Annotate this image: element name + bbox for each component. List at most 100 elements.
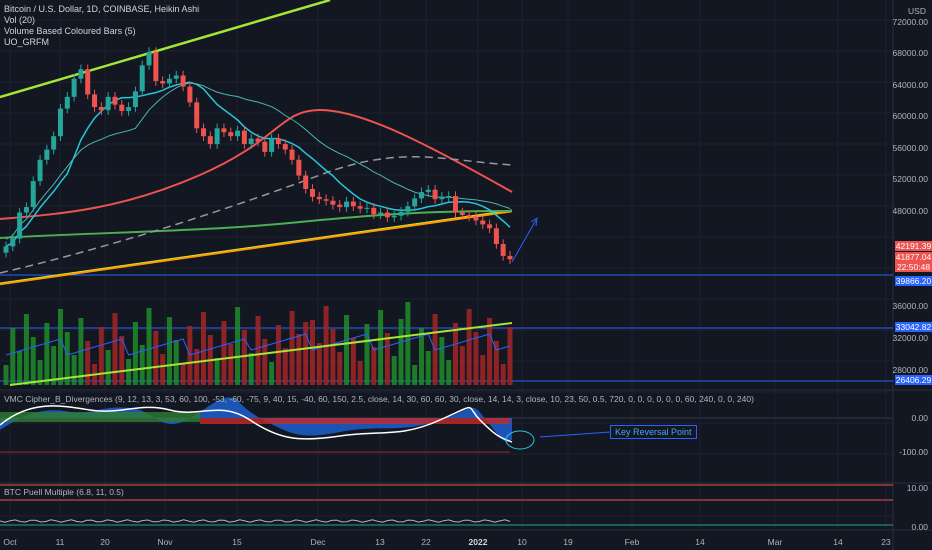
volume-bar	[160, 354, 166, 385]
candle-body	[241, 130, 247, 145]
volume-bar	[30, 337, 36, 385]
volume-bar	[3, 365, 9, 385]
price-tag[interactable]: 22:50:48	[895, 262, 932, 272]
candle-body	[98, 107, 104, 111]
orange-support-line	[0, 209, 513, 286]
candle-body	[146, 51, 152, 66]
volume-bar	[439, 337, 445, 385]
volume-bar	[85, 341, 91, 385]
volume-bar	[446, 360, 452, 385]
candle-body	[309, 188, 315, 197]
price-tick-label: 56000.00	[892, 143, 928, 153]
candle-body	[228, 132, 234, 137]
time-tick-label: Dec	[310, 537, 326, 547]
volume-bar	[57, 309, 63, 385]
price-tick-label: 48000.00	[892, 206, 928, 216]
candle-body	[357, 206, 363, 209]
candle-body	[316, 196, 322, 200]
symbol-title[interactable]: Bitcoin / U.S. Dollar, 1D, COINBASE, Hei…	[4, 4, 200, 14]
key-reversal-annotation[interactable]: Key Reversal Point	[610, 425, 697, 439]
candle-body	[466, 214, 472, 217]
volume-bar	[17, 351, 23, 385]
yellow-support-line	[0, 209, 513, 284]
price-tick-label: 60000.00	[892, 111, 928, 121]
vbcb-legend[interactable]: Volume Based Coloured Bars (5)	[4, 26, 136, 36]
volume-bar	[473, 332, 479, 385]
candle-body	[207, 136, 213, 145]
candle-body	[473, 216, 479, 221]
puell-legend[interactable]: BTC Puell Multiple (6.8, 11, 0.5)	[4, 487, 124, 497]
volume-bar	[480, 355, 486, 385]
price-tag[interactable]: 33042.82	[895, 322, 932, 332]
price-tag[interactable]: 42191.39	[895, 241, 932, 251]
candle-body	[126, 107, 132, 111]
volume-bar	[98, 327, 104, 385]
candle-body	[187, 86, 193, 103]
dashed-ma-line	[0, 156, 513, 274]
candle-body	[85, 69, 91, 95]
upper-channel-line	[0, 0, 331, 99]
volume-bar	[153, 331, 159, 385]
volume-legend[interactable]: Vol (20)	[4, 15, 36, 25]
price-tag[interactable]: 26406.29	[895, 375, 932, 385]
candle-body	[17, 212, 23, 239]
volume-bar	[425, 351, 431, 385]
vmc-wave-line	[0, 405, 513, 443]
puell-tick-label: 0.00	[911, 522, 928, 532]
candle-body	[166, 78, 172, 84]
candle-body	[344, 201, 350, 208]
reversal-highlight-circle	[505, 430, 535, 450]
candle-body	[398, 211, 404, 216]
candle-body	[507, 255, 513, 260]
volume-bar	[330, 329, 336, 385]
candle-body	[173, 75, 179, 79]
volume-bar	[269, 362, 275, 385]
candle-body	[71, 78, 77, 97]
volume-bar	[398, 319, 404, 385]
candle-body	[119, 104, 125, 111]
volume-bar	[262, 339, 268, 385]
candle-body	[275, 138, 281, 145]
volume-bar	[248, 353, 254, 385]
price-tag[interactable]: 41877.04	[895, 252, 932, 262]
candle-body	[269, 138, 275, 152]
price-tick-label: 72000.00	[892, 17, 928, 27]
volume-bar	[453, 323, 459, 385]
candle-body	[487, 224, 493, 229]
volume-bar	[255, 316, 261, 385]
volume-bar	[51, 346, 57, 385]
candle-body	[459, 212, 465, 215]
volume-bar	[364, 324, 370, 385]
volume-bar	[10, 328, 16, 385]
uo-legend[interactable]: UO_GRFM	[4, 37, 49, 47]
volume-bar	[119, 336, 125, 385]
candle-body	[371, 207, 377, 215]
time-tick-label: 14	[833, 537, 843, 547]
vmc-tick-label: -100.00	[899, 447, 928, 457]
candle-body	[405, 206, 411, 212]
price-tag[interactable]: 39866.20	[895, 276, 932, 286]
volume-bar	[64, 332, 70, 385]
time-tick-label: Oct	[3, 537, 17, 547]
volume-trend-line	[9, 322, 513, 386]
time-tick-label: Feb	[624, 537, 640, 547]
price-tick-label: 28000.00	[892, 365, 928, 375]
volume-bar	[228, 344, 234, 385]
annotation-arrow	[539, 431, 611, 438]
projection-arrow-head	[530, 216, 538, 227]
time-tick-label: 22	[421, 537, 431, 547]
candle-body	[92, 94, 98, 108]
candle-body	[296, 159, 302, 176]
candle-body	[439, 196, 445, 200]
candle-body	[132, 91, 138, 108]
candle-body	[330, 200, 336, 205]
volume-bar	[337, 352, 343, 385]
currency-label: USD	[908, 6, 926, 16]
vmc-legend[interactable]: VMC Cipher_B_Divergences (9, 12, 13, 3, …	[4, 394, 754, 404]
candle-body	[391, 215, 397, 218]
candle-body	[418, 192, 424, 199]
green-ma-line	[0, 210, 513, 239]
time-tick-label: 19	[563, 537, 573, 547]
volume-bar	[146, 308, 152, 385]
